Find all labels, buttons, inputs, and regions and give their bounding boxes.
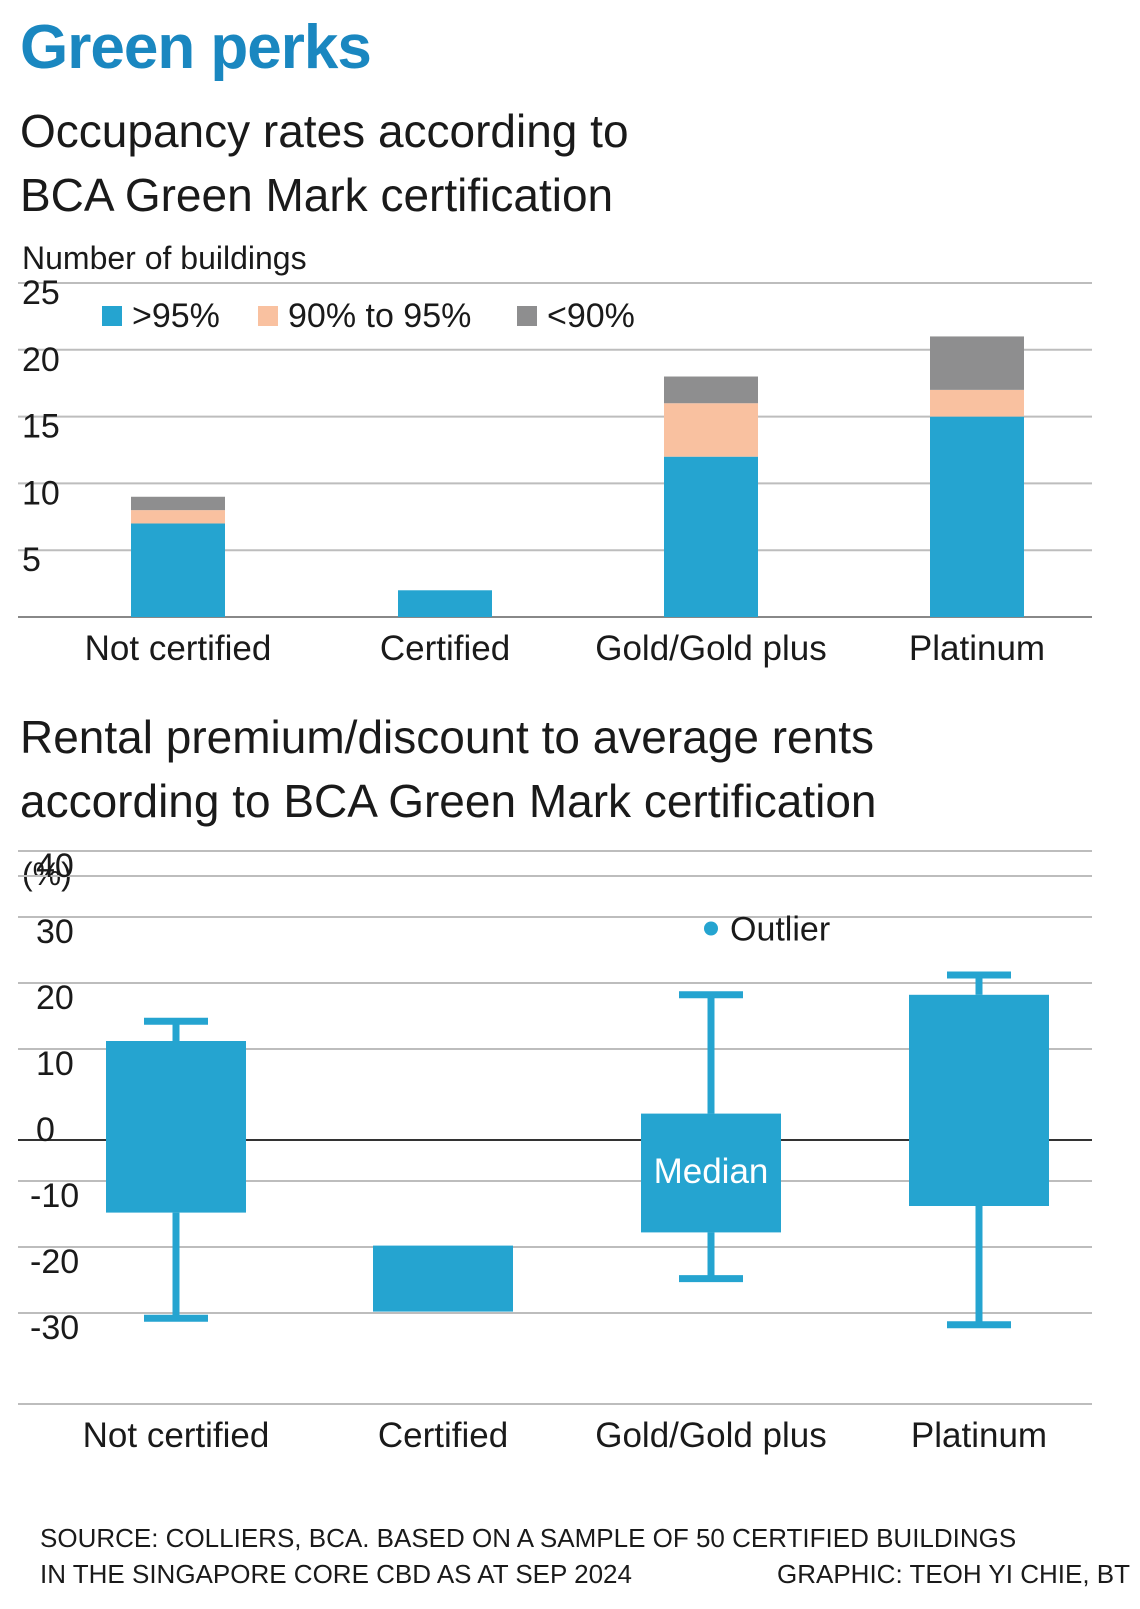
y-tick-label: 20 <box>36 979 74 1017</box>
x-tick-label: Platinum <box>909 629 1045 668</box>
y-tick-label: 10 <box>22 474 60 512</box>
bar-gold-gold-plus-90-to-95 <box>664 403 758 457</box>
y-tick-label: 0 <box>36 1111 55 1149</box>
occupancy-y-axis-label: Number of buildings <box>22 240 307 276</box>
graphic-credit: GRAPHIC: TEOH YI CHIE, BT <box>777 1559 1130 1589</box>
bar-not-certified-90-to-95 <box>131 510 225 524</box>
x-tick-label: Not certified <box>85 629 272 668</box>
y-tick-label: 5 <box>22 541 41 579</box>
source-line-2: IN THE SINGAPORE CORE CBD AS AT SEP 2024 <box>40 1559 632 1589</box>
box-gold-gold-plus <box>641 1113 781 1233</box>
x-tick-label: Platinum <box>911 1416 1047 1455</box>
source-line-1: SOURCE: COLLIERS, BCA. BASED ON A SAMPLE… <box>40 1523 1017 1553</box>
outlier-point <box>704 921 718 936</box>
bar-not-certified-95 <box>131 523 225 617</box>
bar-not-certified-90 <box>131 496 225 511</box>
median-label: Median <box>654 1152 769 1191</box>
legend-label: >95% <box>132 297 220 335</box>
rental-chart-title: Rental premium/discount to average rents… <box>20 711 877 827</box>
y-tick-label: 20 <box>22 341 60 379</box>
outlier-label: Outlier <box>730 911 830 949</box>
y-tick-label: 10 <box>36 1045 74 1083</box>
y-tick-label: -30 <box>30 1309 79 1347</box>
y-tick-label: 30 <box>36 913 74 951</box>
bar-gold-gold-plus-95 <box>664 456 758 617</box>
bar-platinum-95 <box>930 416 1024 617</box>
x-tick-label: Not certified <box>83 1416 270 1455</box>
y-tick-label: 40 <box>36 847 74 885</box>
bar-gold-gold-plus-90 <box>664 376 758 404</box>
rental-chart: 40 30 20 10 0 -10 -20 -30 Not certified Certified… <box>18 847 1092 1455</box>
x-tick-label: Certified <box>378 1416 508 1455</box>
occupancy-chart: 5 10 15 20 25 Not certified Certified Gold/Gold… <box>18 274 1092 668</box>
legend-swatch-95 <box>102 306 122 326</box>
y-tick-label: 25 <box>22 274 60 312</box>
legend-swatch-90-to-95 <box>258 306 278 326</box>
headline: Green perks <box>20 13 372 82</box>
x-tick-label: Gold/Gold plus <box>595 1416 827 1455</box>
legend-swatch-90 <box>517 306 537 326</box>
y-tick-label: 15 <box>22 408 60 446</box>
legend-label: <90% <box>547 297 635 335</box>
occupancy-chart-title: Occupancy rates according to BCA Green Ma… <box>20 105 629 221</box>
bar-platinum-90 <box>930 336 1024 390</box>
bar-platinum-90-to-95 <box>930 389 1024 417</box>
box-not-certified <box>106 1041 246 1213</box>
source-footer: SOURCE: COLLIERS, BCA. BASED ON A SAMPLE… <box>40 1520 1130 1592</box>
y-tick-label: -10 <box>30 1177 79 1215</box>
box-certified <box>373 1245 513 1312</box>
legend-label: 90% to 95% <box>288 297 471 335</box>
x-tick-label: Certified <box>380 629 510 668</box>
box-platinum <box>909 994 1049 1206</box>
bar-certified-95 <box>398 590 492 617</box>
rental-y-axis-label: (%) <box>22 856 72 892</box>
y-tick-label: -20 <box>30 1243 79 1281</box>
x-tick-label: Gold/Gold plus <box>595 629 827 668</box>
